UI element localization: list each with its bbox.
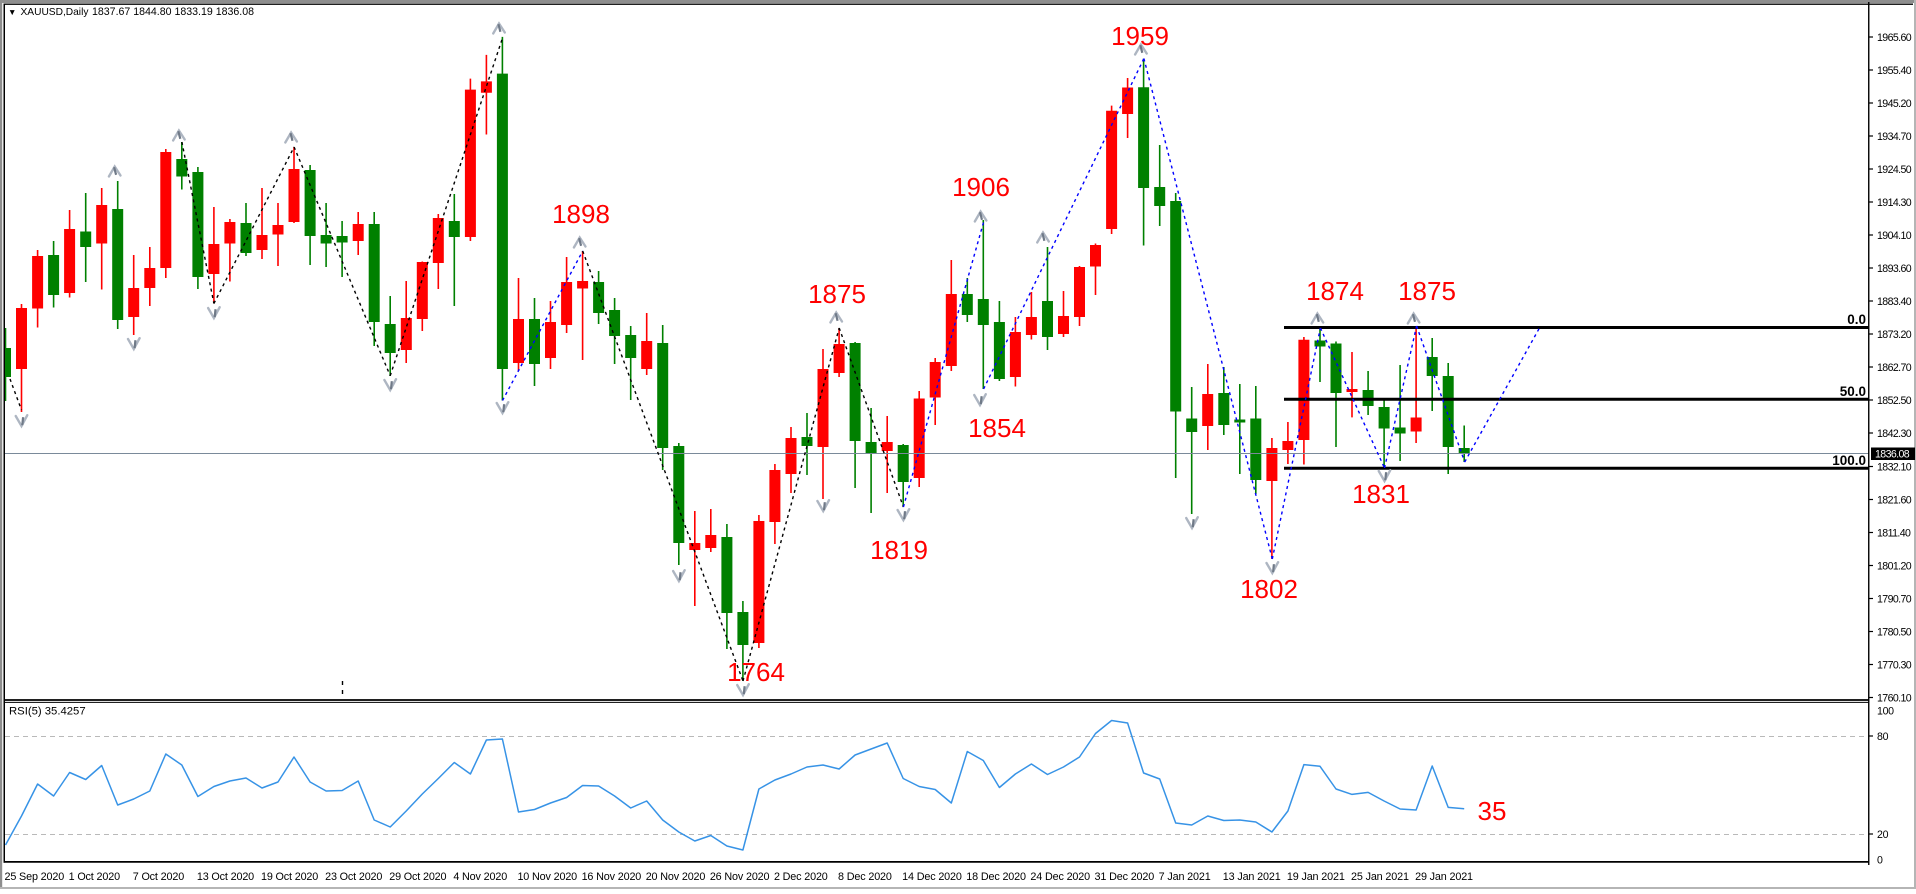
svg-text:1 Oct 2020: 1 Oct 2020	[69, 871, 120, 883]
svg-text:1819: 1819	[870, 535, 928, 565]
svg-text:1821.60: 1821.60	[1877, 495, 1912, 507]
svg-text:100: 100	[1877, 706, 1894, 718]
svg-text:1924.50: 1924.50	[1877, 164, 1912, 176]
svg-text:19 Oct 2020: 19 Oct 2020	[261, 871, 318, 883]
svg-text:100.0: 100.0	[1832, 453, 1866, 468]
svg-text:7 Jan 2021: 7 Jan 2021	[1159, 871, 1211, 883]
svg-text:10 Nov 2020: 10 Nov 2020	[517, 871, 577, 883]
svg-text:31 Dec 2020: 31 Dec 2020	[1095, 871, 1155, 883]
svg-text:29 Jan 2021: 29 Jan 2021	[1415, 871, 1473, 883]
svg-text:1874: 1874	[1306, 276, 1364, 306]
svg-text:13 Jan 2021: 13 Jan 2021	[1223, 871, 1281, 883]
svg-text:1914.30: 1914.30	[1877, 197, 1912, 209]
svg-text:RSI(5) 35.4257: RSI(5) 35.4257	[9, 706, 86, 718]
svg-text:1883.40: 1883.40	[1877, 296, 1912, 308]
svg-text:25 Sep 2020: 25 Sep 2020	[5, 871, 65, 883]
svg-text:0.0: 0.0	[1847, 312, 1866, 327]
svg-text:1904.10: 1904.10	[1877, 230, 1912, 242]
svg-text:1906: 1906	[952, 172, 1010, 202]
svg-text:18 Dec 2020: 18 Dec 2020	[966, 871, 1026, 883]
svg-text:1875: 1875	[808, 279, 866, 309]
svg-text:1832.10: 1832.10	[1877, 462, 1912, 474]
svg-text:2 Dec 2020: 2 Dec 2020	[774, 871, 828, 883]
svg-text:1852.50: 1852.50	[1877, 395, 1912, 407]
svg-text:26 Nov 2020: 26 Nov 2020	[710, 871, 770, 883]
svg-text:1959: 1959	[1111, 21, 1169, 51]
svg-text:1862.70: 1862.70	[1877, 362, 1912, 374]
svg-text:19 Jan 2021: 19 Jan 2021	[1287, 871, 1345, 883]
svg-text:1945.20: 1945.20	[1877, 98, 1912, 110]
svg-text:1842.30: 1842.30	[1877, 428, 1912, 440]
svg-text:1965.60: 1965.60	[1877, 32, 1912, 44]
svg-text:0: 0	[1877, 855, 1883, 867]
svg-text:1831: 1831	[1352, 479, 1410, 509]
svg-text:35: 35	[1478, 796, 1507, 826]
svg-text:1764: 1764	[727, 657, 785, 687]
svg-text:1854: 1854	[968, 413, 1026, 443]
svg-text:1955.40: 1955.40	[1877, 65, 1912, 77]
svg-text:50.0: 50.0	[1840, 384, 1866, 399]
svg-text:13 Oct 2020: 13 Oct 2020	[197, 871, 254, 883]
svg-text:24 Dec 2020: 24 Dec 2020	[1030, 871, 1090, 883]
svg-text:1760.10: 1760.10	[1877, 693, 1912, 705]
svg-text:20: 20	[1877, 829, 1889, 841]
svg-text:1934.70: 1934.70	[1877, 131, 1912, 143]
svg-text:25 Jan 2021: 25 Jan 2021	[1351, 871, 1409, 883]
svg-text:1811.40: 1811.40	[1877, 528, 1911, 540]
svg-text:14 Dec 2020: 14 Dec 2020	[902, 871, 962, 883]
svg-text:1780.50: 1780.50	[1877, 627, 1912, 639]
svg-text:8 Dec 2020: 8 Dec 2020	[838, 871, 892, 883]
svg-text:1893.60: 1893.60	[1877, 263, 1912, 275]
svg-text:1898: 1898	[552, 199, 610, 229]
svg-text:1873.20: 1873.20	[1877, 329, 1912, 341]
svg-text:16 Nov 2020: 16 Nov 2020	[582, 871, 642, 883]
svg-text:1790.70: 1790.70	[1877, 594, 1912, 606]
svg-text:7 Oct 2020: 7 Oct 2020	[133, 871, 184, 883]
svg-text:1836.08: 1836.08	[1875, 449, 1910, 461]
svg-text:23 Oct 2020: 23 Oct 2020	[325, 871, 382, 883]
svg-text:4 Nov 2020: 4 Nov 2020	[453, 871, 507, 883]
svg-text:1770.30: 1770.30	[1877, 660, 1912, 672]
svg-text:20 Nov 2020: 20 Nov 2020	[646, 871, 706, 883]
svg-text:1801.20: 1801.20	[1877, 561, 1912, 573]
svg-text:29 Oct 2020: 29 Oct 2020	[389, 871, 446, 883]
svg-text:80: 80	[1877, 731, 1889, 743]
svg-text:1802: 1802	[1240, 574, 1298, 604]
svg-text:1875: 1875	[1398, 276, 1456, 306]
